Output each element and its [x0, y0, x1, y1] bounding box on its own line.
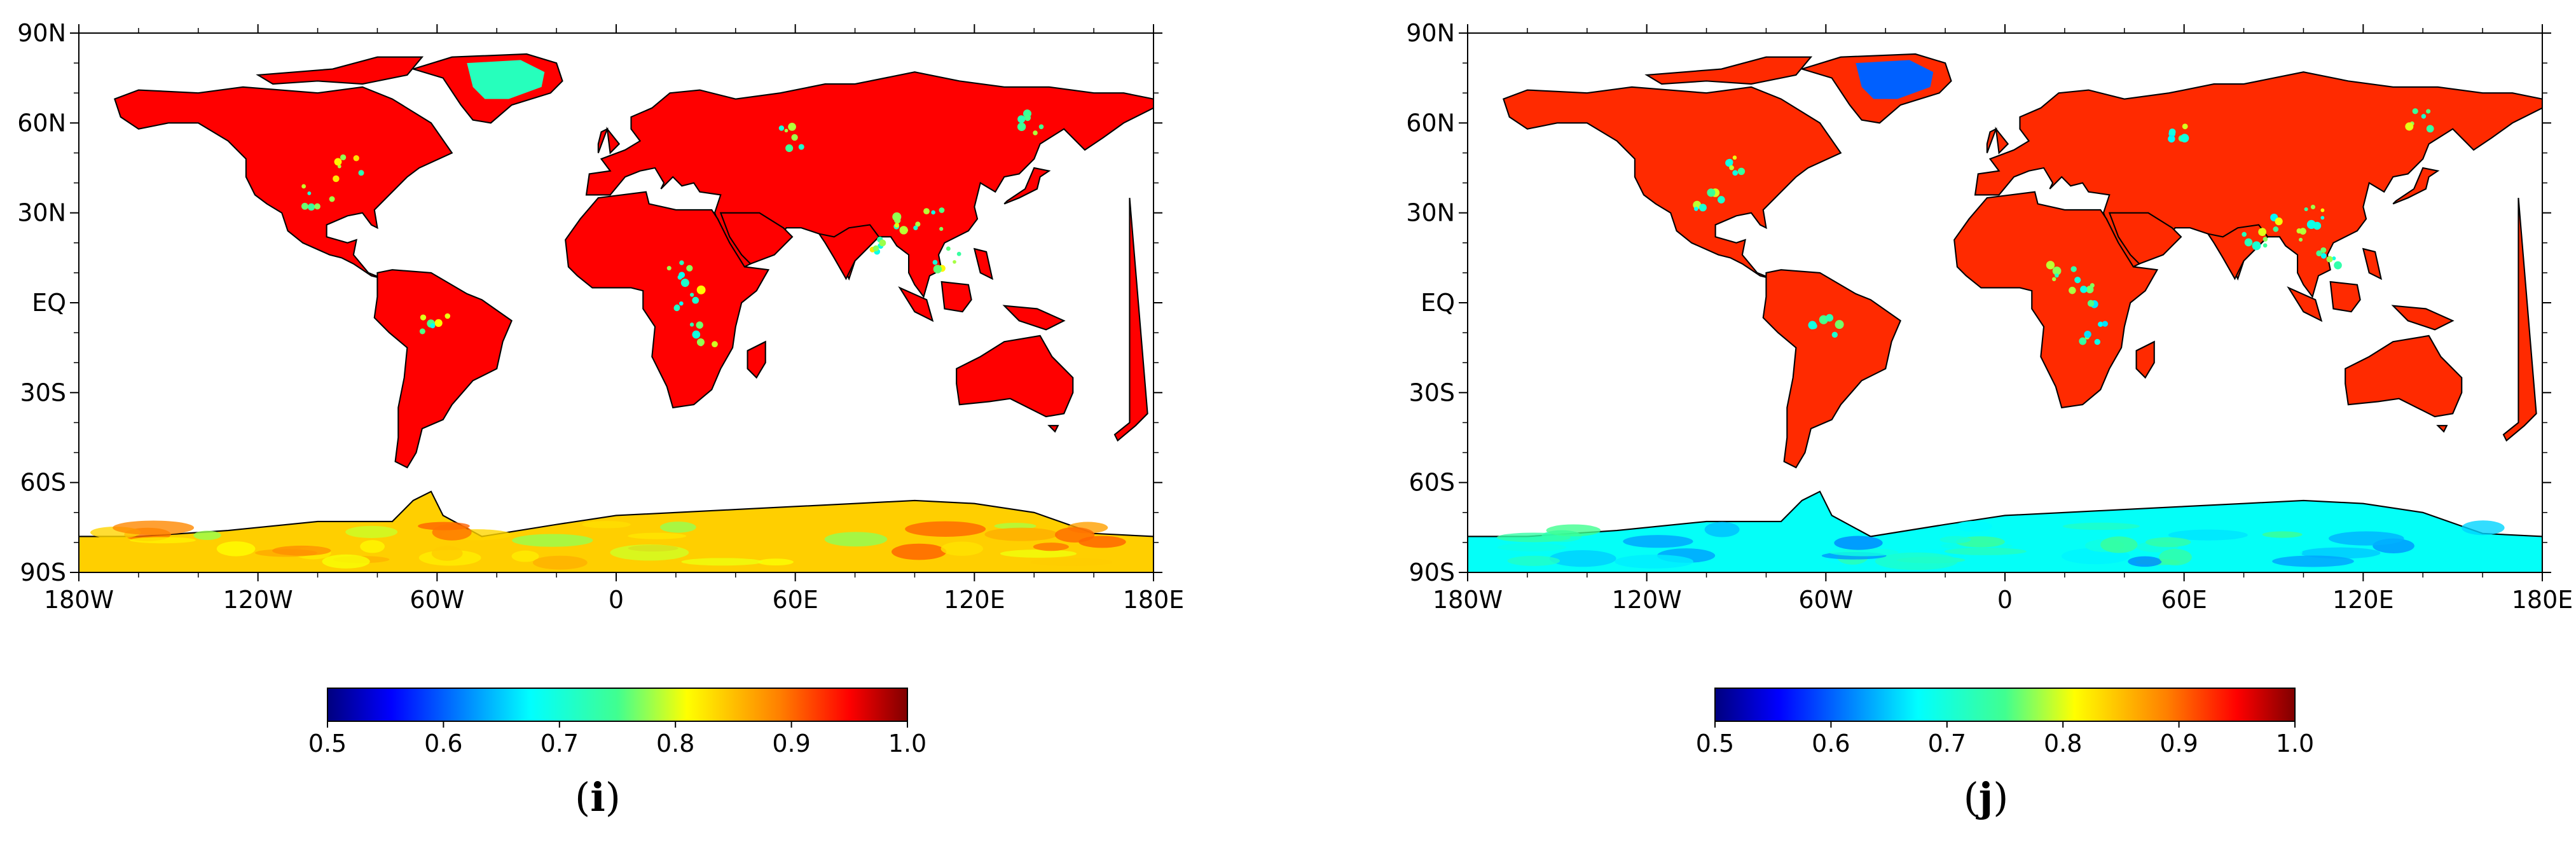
lat-tick-label: 60N — [1406, 109, 1455, 137]
lat-tick-label: 90N — [17, 19, 66, 47]
greenland-field-j — [1856, 60, 1934, 99]
colorbar-tick-label: 0.5 — [1696, 730, 1734, 758]
lon-tick-label: 120W — [223, 586, 293, 614]
lat-tick-label: 60N — [17, 109, 66, 137]
lon-tick-label: 60E — [772, 586, 818, 614]
lon-tick-label: 0 — [609, 586, 624, 614]
map-area-j — [1468, 33, 2542, 572]
colorbar-tick-label: 1.0 — [2276, 730, 2314, 758]
panel-caption-i: (i) — [575, 774, 621, 820]
antarctica-field-i — [79, 490, 1154, 572]
map-area-i — [79, 33, 1154, 572]
lon-tick-label: 60E — [2161, 586, 2207, 614]
colorbar-tick-label: 0.6 — [424, 730, 462, 758]
lat-tick-label: 90S — [1409, 558, 1455, 586]
lat-tick-label: 60S — [1409, 469, 1455, 497]
colorbar-tick-label: 1.0 — [888, 730, 926, 758]
lon-tick-label: 180E — [2512, 586, 2573, 614]
colorbar-tick-label: 0.6 — [1812, 730, 1850, 758]
lon-tick-label: 0 — [1997, 586, 2013, 614]
lon-tick-label: 180E — [1123, 586, 1185, 614]
lon-tick-label: 120W — [1612, 586, 1682, 614]
lon-tick-label: 120E — [2332, 586, 2394, 614]
colorbar-tick-label: 0.8 — [656, 730, 694, 758]
panel-caption-j: (j) — [1964, 774, 2009, 820]
lon-tick-label: 180W — [1433, 586, 1503, 614]
lon-tick-label: 120E — [944, 586, 1005, 614]
lat-tick-label: 90S — [20, 558, 66, 586]
lon-tick-label: 60W — [410, 586, 464, 614]
lat-tick-label: EQ — [1421, 289, 1455, 317]
lat-tick-label: 60S — [20, 469, 66, 497]
colorbar-tick-label: 0.7 — [541, 730, 579, 758]
colorbar-i: 0.5 0.6 0.7 0.8 0.9 1.0 — [308, 688, 926, 758]
lat-tick-label: 90N — [1406, 19, 1455, 47]
lat-tick-label: EQ — [32, 289, 66, 317]
colorbar-tick-label: 0.9 — [772, 730, 810, 758]
colorbar-tick-label: 0.7 — [1928, 730, 1966, 758]
colorbar-tick-label: 0.8 — [2044, 730, 2082, 758]
colorbar-tick-label: 0.9 — [2159, 730, 2198, 758]
lon-tick-label: 60W — [1798, 586, 1853, 614]
lat-tick-label: 30N — [17, 199, 66, 227]
lat-tick-label: 30S — [20, 378, 66, 406]
colorbar-j: 0.5 0.6 0.7 0.8 0.9 1.0 — [1696, 688, 2314, 758]
lat-tick-label: 30S — [1409, 378, 1455, 406]
lon-tick-label: 180W — [44, 586, 114, 614]
lat-tick-label: 30N — [1406, 199, 1455, 227]
greenland-field-i — [467, 60, 545, 99]
colorbar-tick-label: 0.5 — [308, 730, 347, 758]
